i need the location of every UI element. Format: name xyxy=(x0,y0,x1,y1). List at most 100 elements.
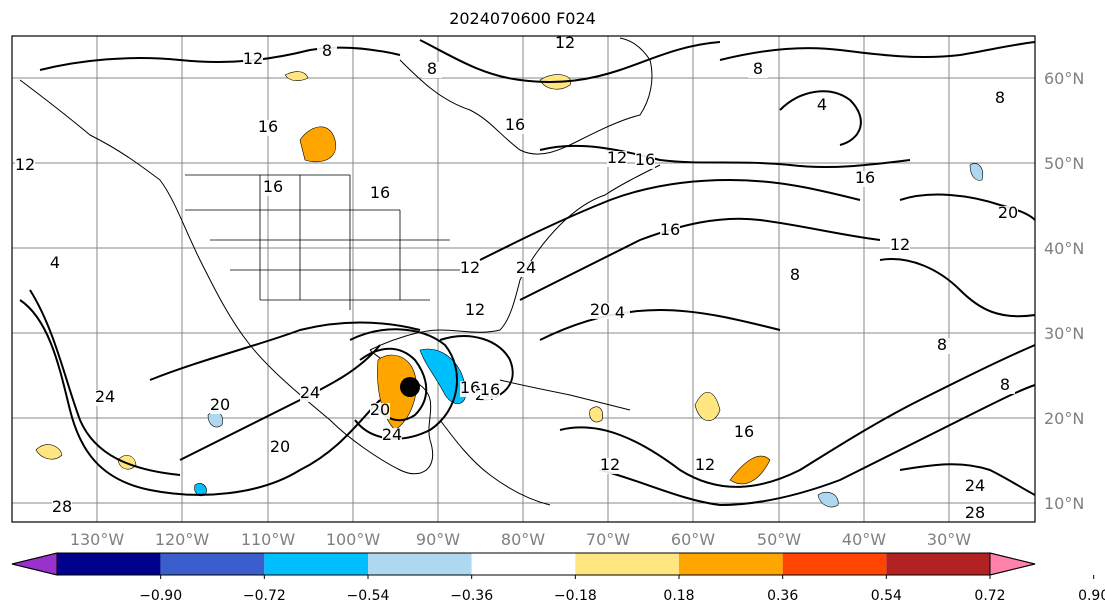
contour-lines xyxy=(19,39,1036,507)
colorbar-segment xyxy=(575,553,679,575)
lat-label: 10°N xyxy=(1044,494,1084,513)
pacific-coast xyxy=(19,79,434,475)
contour-label: 28 xyxy=(52,497,72,516)
contour-label: 12 xyxy=(555,33,575,52)
colorbar-tick-label: 0.54 xyxy=(871,588,902,604)
lon-label: 60°W xyxy=(671,530,715,549)
lon-label: 120°W xyxy=(155,530,210,549)
contour-label: 12 xyxy=(465,300,485,319)
contour-label: 20 xyxy=(270,437,290,456)
colorbar: −0.90 −0.72 −0.54 −0.36 −0.18 0.18 0.36 0.54 0.7… xyxy=(11,552,1105,604)
contour-label: 12 xyxy=(243,49,263,68)
colorbar-segment xyxy=(471,553,576,575)
lat-label: 60°N xyxy=(1044,69,1084,88)
contour-label: 16 xyxy=(258,117,278,136)
contour-label: 24 xyxy=(516,258,536,277)
contour-label: 16 xyxy=(855,168,875,187)
contour-label: 20 xyxy=(590,300,610,319)
colorbar-segment xyxy=(264,553,368,575)
contour-label: 12 xyxy=(607,148,627,167)
figure-title: 2024070600 F024 xyxy=(449,9,596,28)
lat-label: 20°N xyxy=(1044,409,1084,428)
lon-label: 70°W xyxy=(586,530,630,549)
lat-label: 30°N xyxy=(1044,324,1084,343)
shade-yellow-caribbean xyxy=(589,406,603,423)
shade-yellow-pacific xyxy=(35,444,63,460)
colorbar-tick-label: −0.90 xyxy=(139,588,182,604)
lon-label: 130°W xyxy=(70,530,125,549)
colorbar-extend-high xyxy=(989,552,1036,576)
contour-label: 12 xyxy=(15,155,35,174)
central-america-coast xyxy=(439,419,551,506)
contour-label: 8 xyxy=(322,41,332,60)
contour-label: 16 xyxy=(660,220,680,239)
lon-label: 90°W xyxy=(416,530,460,549)
contour-label: 20 xyxy=(998,203,1018,222)
colorbar-tick-label: 0.72 xyxy=(974,588,1005,604)
colorbar-segment xyxy=(782,553,887,575)
lon-label: 110°W xyxy=(241,530,296,549)
contour-label: 28 xyxy=(965,503,985,522)
shade-yellow-atlantic xyxy=(694,392,721,421)
shade-orange-atlantic xyxy=(729,455,771,485)
contour-label: 12 xyxy=(890,235,910,254)
contour-label: 8 xyxy=(1000,375,1010,394)
colorbar-tick-label: 0.18 xyxy=(663,588,694,604)
caribbean-islands xyxy=(499,379,631,411)
contour-label: 16 xyxy=(505,115,525,134)
colorbar-segment xyxy=(160,553,265,575)
contour-label: 16 xyxy=(734,422,754,441)
gulf-atlantic-coast xyxy=(369,164,661,351)
contour-label: 24 xyxy=(965,476,985,495)
lon-label: 50°W xyxy=(757,530,801,549)
contour-label: 4 xyxy=(50,253,60,272)
contour-label: 8 xyxy=(790,265,800,284)
longitude-labels: 130°W 120°W 110°W 100°W 90°W 80°W 70°W 60°W 50°W… xyxy=(70,530,971,549)
colorbar-tick-label: −0.72 xyxy=(243,588,286,604)
lon-label: 40°W xyxy=(842,530,886,549)
contour-label: 24 xyxy=(300,383,320,402)
contour-label: 20 xyxy=(210,395,230,414)
lat-label: 50°N xyxy=(1044,154,1084,173)
contour-label: 12 xyxy=(460,258,480,277)
map-frame xyxy=(11,35,1036,523)
colorbar-outline xyxy=(11,552,1036,576)
colorbar-segment xyxy=(679,553,783,575)
graticule xyxy=(12,36,1035,522)
lon-label: 100°W xyxy=(326,530,381,549)
contour-label: 12 xyxy=(600,455,620,474)
colorbar-extend-low xyxy=(11,552,58,576)
contour-label: 16 xyxy=(370,183,390,202)
contour-label: 8 xyxy=(937,335,947,354)
contour-label: 20 xyxy=(370,400,390,419)
colorbar-tick-label: 0.36 xyxy=(767,588,798,604)
lat-label: 40°N xyxy=(1044,239,1084,258)
contour-labels: 8 12 12 8 4 16 12 16 12 16 12 16 16 16 20 4 8 12 24 4 16 12 20… xyxy=(15,33,1018,522)
contour-label: 8 xyxy=(427,59,437,78)
contour-label: 4 xyxy=(615,303,625,322)
contour-label: 16 xyxy=(635,150,655,169)
contour-label: 8 xyxy=(995,88,1005,107)
contour-label: 16 xyxy=(480,380,500,399)
colorbar-segment xyxy=(368,553,472,575)
lon-label: 80°W xyxy=(501,530,545,549)
shade-lightblue-south xyxy=(817,491,839,508)
cyclone-center-marker xyxy=(400,377,420,397)
contour-label: 24 xyxy=(95,387,115,406)
shade-yellow-rockies xyxy=(284,71,309,81)
shade-lightblue-eastatl xyxy=(969,163,983,181)
colorbar-tick-label: −0.18 xyxy=(554,588,597,604)
colorbar-tick-label: −0.54 xyxy=(347,588,390,604)
colorbar-segment xyxy=(886,553,990,575)
contour-label: 24 xyxy=(382,425,402,444)
contour-label: 12 xyxy=(695,455,715,474)
state-borders xyxy=(185,174,470,310)
colorbar-tick-label: −0.36 xyxy=(450,588,493,604)
shade-orange-canada xyxy=(299,126,337,163)
contour-label: 8 xyxy=(753,59,763,78)
lon-label: 30°W xyxy=(927,530,971,549)
colorbar-tick-label: 0.90 xyxy=(1078,588,1105,604)
contour-label: 4 xyxy=(817,95,827,114)
colorbar-segment xyxy=(57,553,161,575)
